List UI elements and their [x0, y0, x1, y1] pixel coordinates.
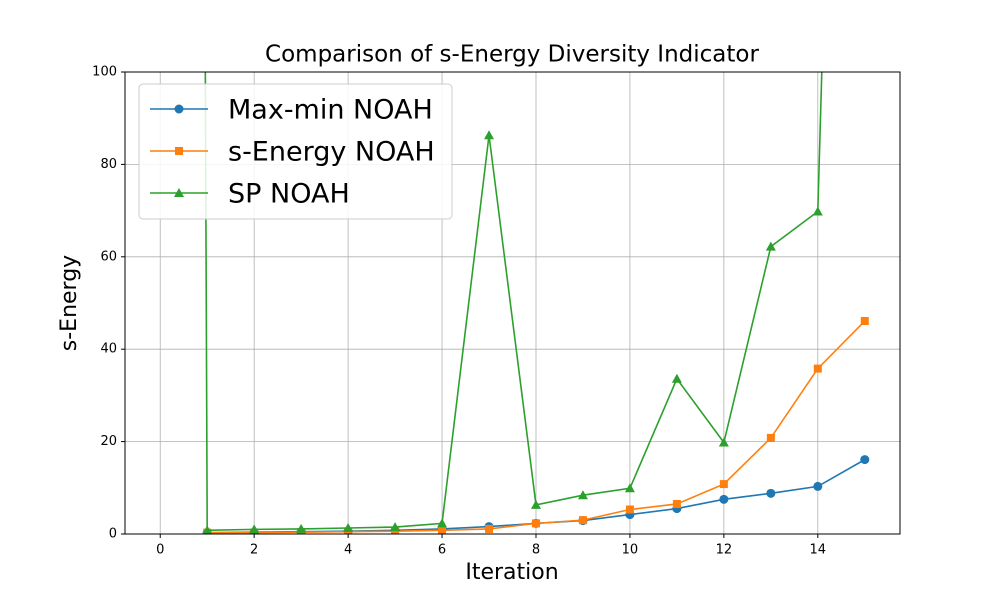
marker	[296, 523, 307, 533]
y-tick-label: 40	[100, 342, 117, 357]
legend-box	[138, 83, 453, 220]
marker	[343, 522, 354, 532]
marker	[860, 455, 870, 465]
marker	[485, 524, 494, 533]
marker	[813, 364, 822, 373]
marker	[437, 518, 448, 528]
marker	[625, 505, 634, 514]
x-tick-label: 14	[810, 543, 827, 558]
marker	[624, 483, 635, 493]
x-tick-label: 10	[622, 543, 639, 558]
y-tick-label: 20	[100, 434, 117, 449]
x-axis-label: Iteration	[465, 560, 558, 585]
marker	[531, 519, 540, 528]
marker	[860, 317, 869, 326]
x-tick-label: 6	[438, 543, 446, 558]
marker	[438, 526, 447, 534]
x-tick-label: 4	[344, 543, 352, 558]
marker	[672, 499, 681, 508]
y-tick-label: 60	[100, 249, 117, 264]
marker	[813, 481, 823, 491]
marker	[577, 490, 588, 500]
marker	[719, 494, 729, 504]
series-line	[204, 72, 823, 532]
legend-label: Max-min NOAH	[228, 95, 433, 126]
marker	[766, 433, 775, 442]
x-tick-label: 12	[716, 543, 733, 558]
y-tick-label: 100	[92, 65, 117, 80]
legend-label: s-Energy NOAH	[228, 137, 435, 168]
marker	[765, 241, 776, 251]
marker	[174, 188, 184, 197]
marker	[175, 147, 183, 155]
legend: Max-min NOAH s-Energy NOAH SP NOAH	[138, 83, 453, 220]
marker	[202, 525, 213, 534]
x-tick-label: 2	[250, 543, 258, 558]
marker	[671, 373, 682, 383]
marker	[174, 104, 184, 114]
marker	[718, 437, 729, 447]
chart-title: Comparison of s-Energy Diversity Indicat…	[265, 42, 759, 68]
y-tick-label: 80	[100, 157, 117, 172]
y-axis-label: s-Energy	[57, 255, 82, 351]
legend-label: SP NOAH	[228, 179, 350, 210]
marker	[766, 488, 776, 498]
ticks: 0 2 4 6 8 10 12 14 0 20 40 60 80 100	[92, 65, 826, 558]
marker	[578, 516, 587, 525]
marker	[530, 499, 541, 509]
marker	[484, 130, 495, 140]
marker	[719, 480, 728, 489]
marker	[390, 522, 401, 532]
plot-area	[202, 72, 870, 534]
marker	[249, 524, 260, 534]
x-tick-label: 8	[532, 543, 540, 558]
axes-frame	[124, 71, 901, 535]
marker	[812, 206, 823, 216]
y-tick-label: 0	[109, 527, 117, 542]
x-tick-label: 0	[156, 543, 164, 558]
